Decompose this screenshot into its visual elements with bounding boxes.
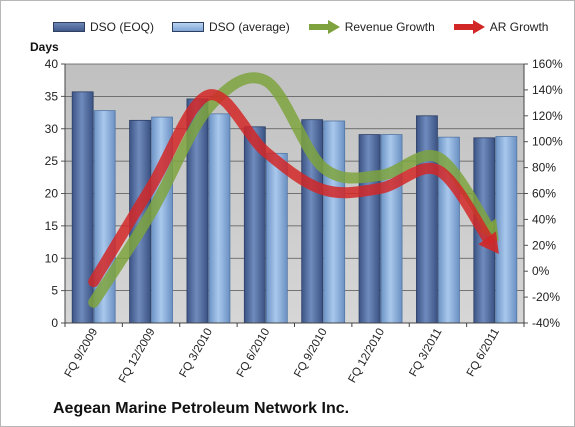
y-left-tick-label: 15: [45, 219, 59, 233]
bar-dso-average: [208, 113, 231, 324]
legend-label-revenue-growth: Revenue Growth: [344, 20, 435, 34]
x-tick-label: FQ 6/2010: [235, 327, 273, 380]
y-left-tick-label: 10: [45, 251, 59, 265]
y-right-tick-label: -40%: [532, 316, 560, 330]
y-right-tick-label: 0%: [532, 264, 550, 278]
y-axis-label: Days: [30, 40, 59, 54]
y-right-tick-label: 40%: [532, 212, 556, 226]
legend-label-ar-growth: AR Growth: [489, 20, 549, 34]
y-right-tick-label: 120%: [532, 109, 563, 123]
y-left-tick-label: 40: [45, 57, 59, 71]
y-right-tick-label: -20%: [532, 290, 560, 304]
bar-dso-average: [323, 120, 346, 324]
legend-arrow-green-icon: [308, 20, 340, 34]
bar-dso-eoq: [71, 91, 94, 324]
bar-dso-eoq: [358, 134, 381, 324]
y-right-tick-label: 160%: [532, 57, 563, 71]
y-left-tick-label: 20: [45, 187, 59, 201]
x-tick-label: FQ 12/2009: [117, 327, 158, 386]
legend-swatch-dso-average: [172, 22, 205, 32]
bar-dso-eoq: [416, 115, 438, 324]
y-right-tick-label: 20%: [532, 238, 556, 252]
y-left-tick-label: 5: [51, 284, 58, 298]
legend-arrow-red-icon: [453, 20, 485, 34]
x-tick-label: FQ 9/2009: [63, 327, 101, 380]
legend-label-dso-average: DSO (average): [209, 20, 290, 34]
legend: DSO (EOQ) DSO (average) Revenue Growth A…: [53, 18, 566, 36]
y-left-tick-label: 35: [45, 89, 59, 103]
y-left-tick-label: 0: [51, 316, 58, 330]
y-left-tick-label: 25: [45, 154, 59, 168]
x-tick-label: FQ 3/2011: [407, 327, 444, 379]
ar-growth-line: [88, 89, 494, 288]
legend-label-dso-eoq: DSO (EOQ): [90, 20, 155, 34]
x-tick-label: FQ 12/2010: [346, 327, 387, 386]
ar-growth-arrowhead: [478, 231, 499, 255]
bar-dso-average: [495, 136, 518, 324]
y-right-tick-label: 140%: [532, 83, 563, 97]
y-right-tick-label: 60%: [532, 187, 556, 201]
revenue-growth-line: [88, 72, 494, 308]
x-tick-label: FQ 9/2010: [292, 327, 330, 380]
company-name: Aegean Marine Petroleum Network Inc.: [53, 400, 350, 417]
x-tick-label: FQ 3/2010: [177, 327, 215, 380]
legend-item-revenue-growth: Revenue Growth: [308, 20, 435, 34]
bar-dso-average: [265, 152, 288, 324]
bar-dso-eoq: [243, 126, 266, 324]
legend-item-ar-growth: AR Growth: [453, 20, 549, 34]
legend-swatch-dso-eoq: [53, 22, 85, 32]
x-tick-label: FQ 6/2011: [465, 327, 502, 379]
legend-item-dso-average: DSO (average): [172, 20, 290, 34]
y-right-tick-label: 80%: [532, 161, 556, 175]
y-left-tick-label: 30: [45, 122, 59, 136]
y-right-tick-label: 100%: [532, 135, 563, 149]
legend-item-dso-eoq: DSO (EOQ): [53, 20, 154, 34]
